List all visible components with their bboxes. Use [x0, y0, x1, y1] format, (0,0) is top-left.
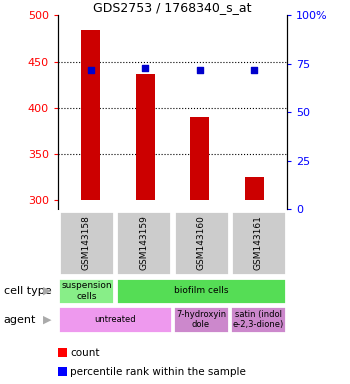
Point [142, 65, 148, 71]
Text: count: count [70, 348, 99, 358]
Text: GSM143158: GSM143158 [82, 215, 91, 270]
Title: GDS2753 / 1768340_s_at: GDS2753 / 1768340_s_at [93, 1, 252, 14]
Text: 7-hydroxyin
dole: 7-hydroxyin dole [176, 310, 226, 329]
Bar [81, 30, 100, 200]
Bar [58, 278, 114, 304]
Bar [231, 211, 286, 275]
Text: GSM143159: GSM143159 [139, 215, 148, 270]
Text: satin (indol
e-2,3-dione): satin (indol e-2,3-dione) [233, 310, 284, 329]
Text: GSM143160: GSM143160 [197, 215, 205, 270]
Text: agent: agent [4, 314, 36, 325]
Text: ▶: ▶ [43, 286, 51, 296]
Bar [230, 306, 286, 333]
Bar [174, 211, 229, 275]
Bar [190, 117, 209, 200]
Point [251, 66, 257, 73]
Bar [116, 278, 286, 304]
Point [197, 66, 202, 73]
Text: biofilm cells: biofilm cells [174, 286, 228, 295]
Bar [135, 74, 155, 200]
Bar [245, 177, 264, 200]
Bar [173, 306, 229, 333]
Bar [58, 306, 172, 333]
Text: GSM143161: GSM143161 [254, 215, 263, 270]
Point [88, 66, 93, 73]
Text: suspension
cells: suspension cells [61, 281, 112, 301]
Text: untreated: untreated [94, 315, 136, 324]
Text: ▶: ▶ [43, 314, 51, 325]
Text: percentile rank within the sample: percentile rank within the sample [70, 367, 246, 377]
Bar [116, 211, 171, 275]
Bar [59, 211, 114, 275]
Text: cell type: cell type [4, 286, 51, 296]
